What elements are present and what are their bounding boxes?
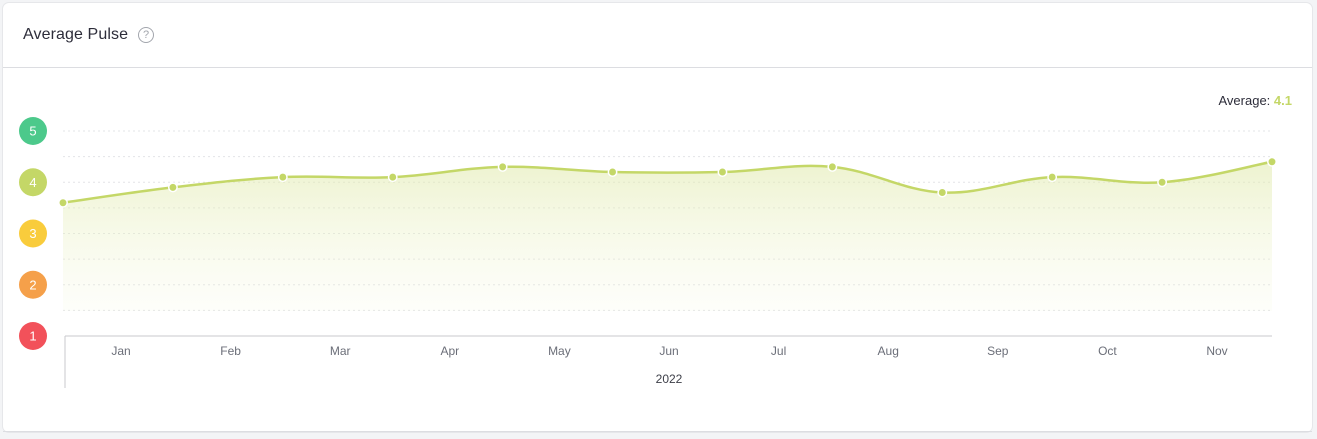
- x-tick-label: Jun: [659, 344, 678, 358]
- x-tick-label: Feb: [220, 344, 241, 358]
- x-tick-label: Oct: [1098, 344, 1117, 358]
- x-tick-label: Sep: [987, 344, 1009, 358]
- x-tick-label: Aug: [878, 344, 899, 358]
- data-point-Apr: [387, 172, 398, 183]
- data-point-Jul: [717, 167, 728, 177]
- average-readout: Average: 4.1: [1219, 93, 1293, 108]
- y-tick-badge-3: [19, 219, 47, 248]
- data-point-Mar: [277, 172, 288, 183]
- x-tick-label: Nov: [1206, 344, 1227, 358]
- data-point-Oct: [1047, 172, 1058, 183]
- y-tick-badge-1: [19, 322, 47, 350]
- y-tick-badge-4: [19, 168, 47, 197]
- card-divider: [3, 431, 1312, 432]
- average-value: 4.1: [1273, 93, 1292, 108]
- x-tick-label: Mar: [330, 344, 351, 358]
- card-title: Average Pulse: [23, 26, 129, 43]
- x-tick-label: May: [548, 344, 571, 358]
- card-header: Average Pulse ?: [3, 3, 1312, 68]
- y-tick-label: 2: [29, 277, 36, 292]
- x-tick-label: Jan: [111, 344, 130, 358]
- data-point-Dec: [1267, 156, 1277, 167]
- question-circle-icon[interactable]: ?: [138, 27, 155, 43]
- y-tick-label: 3: [29, 226, 36, 241]
- x-tick-label: Apr: [440, 344, 459, 358]
- series-line: [62, 160, 1273, 204]
- y-tick-badge-5: [19, 117, 47, 145]
- data-point-Jan: [58, 197, 68, 208]
- series-area: [63, 161, 1272, 311]
- y-tick-label: 4: [29, 175, 36, 190]
- y-tick-label: 1: [29, 329, 36, 344]
- average-label: Average:: [1218, 93, 1274, 108]
- y-tick-badge-2: [19, 270, 47, 299]
- data-point-Sep: [937, 187, 948, 198]
- x-group-label: 2022: [656, 372, 683, 386]
- data-point-Feb: [167, 182, 178, 193]
- data-point-Aug: [827, 161, 838, 172]
- y-tick-label: 5: [29, 124, 36, 139]
- data-point-Nov: [1157, 177, 1168, 188]
- data-point-Jun: [607, 167, 618, 177]
- x-tick-label: Jul: [771, 344, 786, 358]
- data-point-May: [497, 161, 508, 172]
